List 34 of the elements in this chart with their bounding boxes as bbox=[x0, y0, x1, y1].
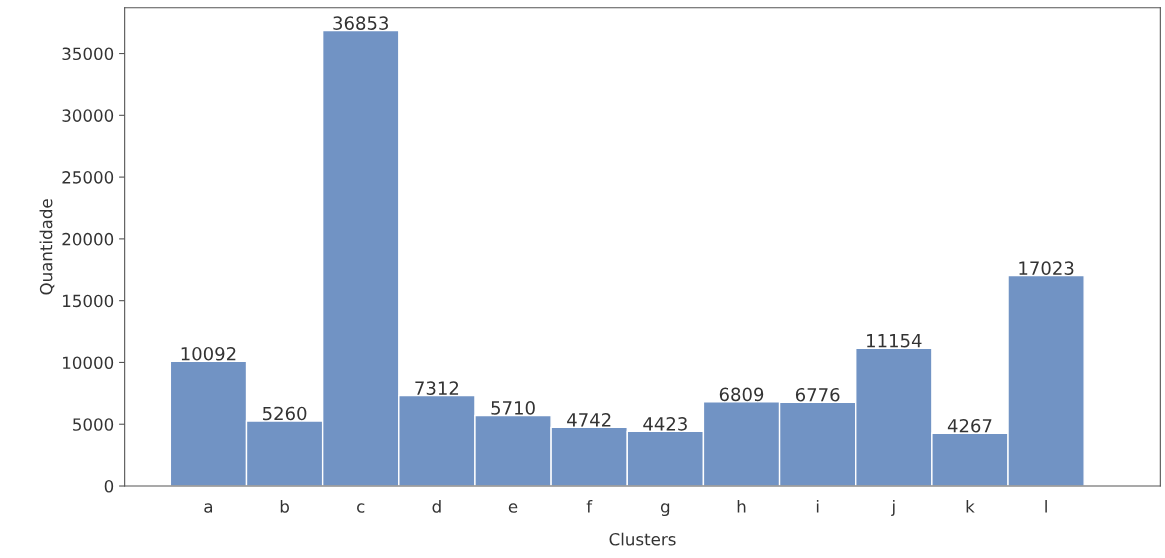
data-label: 4267 bbox=[947, 418, 992, 433]
data-label: 10092 bbox=[181, 346, 236, 361]
x-axis-title: Clusters bbox=[609, 532, 676, 546]
x-tick-label: b bbox=[280, 499, 289, 513]
data-label: 7312 bbox=[415, 381, 459, 395]
data-label: 5260 bbox=[262, 406, 307, 421]
data-label: 4423 bbox=[643, 416, 687, 431]
x-tick-label: k bbox=[966, 499, 975, 513]
x-tick-label: i bbox=[816, 499, 819, 513]
data-label: 6776 bbox=[795, 387, 840, 402]
y-tick-label: 30000 bbox=[62, 109, 114, 122]
x-tick-label: c bbox=[357, 503, 365, 513]
data-label: 11154 bbox=[867, 334, 922, 348]
x-tick-label: d bbox=[432, 499, 441, 513]
x-tick-label: e bbox=[508, 503, 518, 513]
y-tick-label: 5000 bbox=[73, 418, 114, 431]
data-label: 17023 bbox=[1019, 261, 1074, 275]
y-axis-title: Quantidade bbox=[39, 199, 55, 295]
x-tick-label: g bbox=[660, 503, 670, 517]
y-tick-label: 0 bbox=[104, 479, 114, 493]
x-tick-label: f bbox=[586, 499, 593, 513]
y-tick-label: 25000 bbox=[62, 171, 114, 184]
y-tick-label: 20000 bbox=[62, 232, 114, 246]
x-tick-label: l bbox=[1045, 499, 1047, 513]
y-tick-label: 35000 bbox=[62, 47, 114, 61]
x-tick-label: j bbox=[891, 499, 895, 517]
data-label: 6809 bbox=[719, 387, 764, 402]
data-label: 36853 bbox=[333, 16, 388, 30]
data-label: 5710 bbox=[491, 401, 535, 415]
y-tick-label: 10000 bbox=[63, 356, 114, 370]
x-tick-label: h bbox=[737, 499, 746, 513]
x-tick-label: a bbox=[204, 503, 213, 513]
data-label: 4742 bbox=[567, 413, 611, 427]
y-tick-label: 15000 bbox=[63, 294, 114, 308]
